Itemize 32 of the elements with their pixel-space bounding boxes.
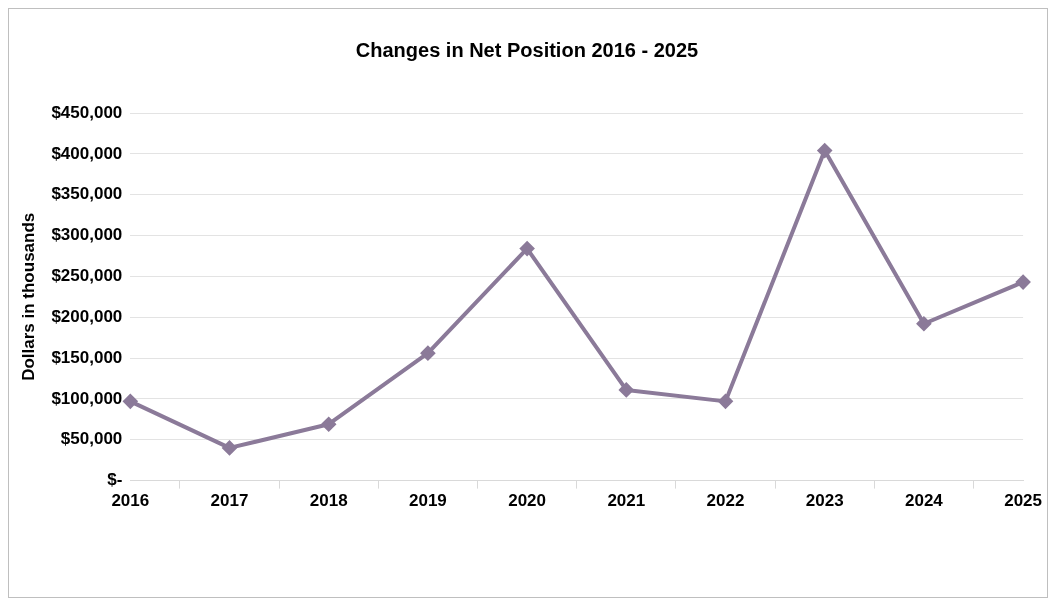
point — [817, 143, 832, 158]
y-tick-label: $200,000 — [51, 306, 123, 326]
y-tick-label: $- — [107, 470, 123, 490]
x-tick-label: 2016 — [111, 491, 150, 511]
x-tick-label: 2018 — [309, 491, 348, 511]
point — [222, 440, 237, 455]
x-tick-label: 2024 — [904, 491, 944, 511]
point — [520, 241, 535, 256]
y-tick-label: $300,000 — [51, 225, 123, 245]
y-tick-label: $400,000 — [51, 143, 123, 163]
y-tick-label: $250,000 — [51, 266, 123, 286]
x-tick-label: 2019 — [408, 491, 447, 511]
y-tick-label: $100,000 — [51, 388, 123, 408]
point — [321, 417, 336, 432]
x-tick-label: 2025 — [1004, 491, 1042, 511]
x-tick-label: 2021 — [607, 491, 646, 511]
point — [420, 346, 435, 361]
y-tick-label: $450,000 — [51, 102, 123, 122]
y-tick-label: $350,000 — [51, 184, 123, 204]
point — [1016, 275, 1031, 290]
x-tick-label: 2022 — [706, 491, 745, 511]
x-tick-label: 2017 — [210, 491, 249, 511]
chart-title: Changes in Net Position 2016 - 2025 — [355, 38, 699, 61]
point — [619, 382, 634, 397]
y-tick-label: $150,000 — [51, 347, 123, 367]
y-axis-title: Dollars in thousands — [18, 212, 38, 381]
point — [123, 394, 138, 409]
point — [916, 316, 931, 331]
x-tick-label: 2020 — [508, 491, 547, 511]
x-tick-label: 2023 — [805, 491, 844, 511]
point — [718, 394, 733, 409]
y-tick-label: $50,000 — [60, 429, 123, 449]
